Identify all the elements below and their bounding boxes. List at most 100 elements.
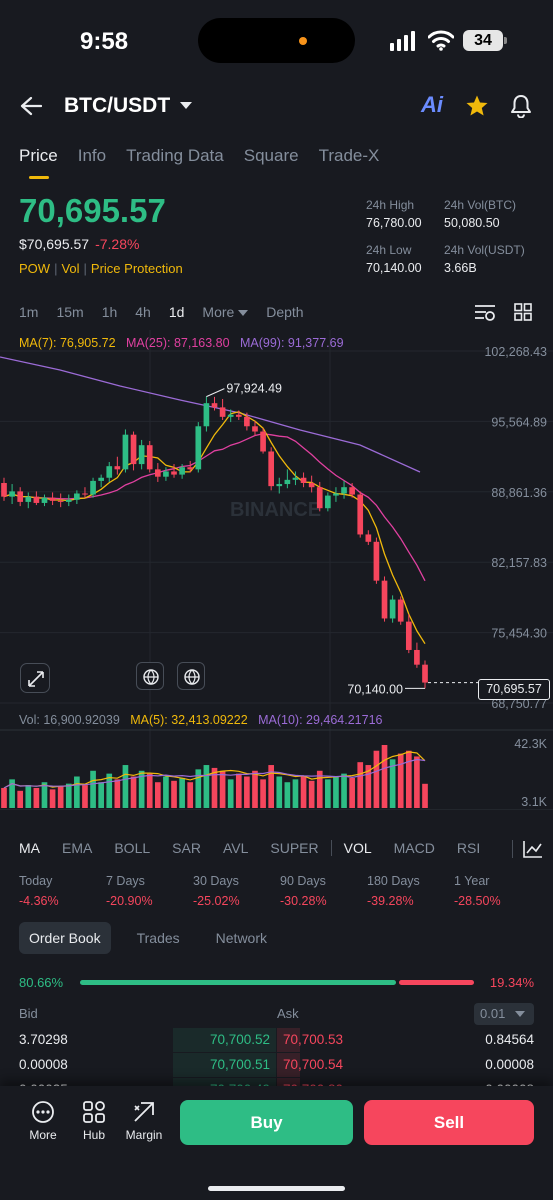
indicator-ema[interactable]: EMA bbox=[62, 840, 93, 856]
candle-body bbox=[244, 416, 250, 427]
volume-bar bbox=[130, 776, 137, 808]
candle-body bbox=[284, 479, 291, 485]
stat-vol-btc: 50,080.50 bbox=[444, 216, 500, 230]
stat-vol-usdt-label: 24h Vol(USDT) bbox=[444, 243, 525, 257]
candle-body bbox=[268, 451, 275, 487]
fullscreen-button[interactable] bbox=[20, 663, 50, 693]
ask-depth-bar bbox=[277, 1053, 300, 1077]
candle-body bbox=[33, 496, 40, 503]
indicator-super[interactable]: SUPER bbox=[270, 840, 319, 856]
order-book-row[interactable]: 0.00008 70,700.51 70,700.54 0.00008 bbox=[0, 1053, 553, 1077]
volume-bar bbox=[65, 783, 72, 808]
buy-button[interactable]: Buy bbox=[180, 1100, 353, 1145]
last-price-tag: 70,695.57 bbox=[478, 679, 550, 700]
volume-bar bbox=[25, 785, 32, 808]
precision-select[interactable]: 0.01 bbox=[474, 1003, 534, 1025]
ma7-value: MA(7): 76,905.72 bbox=[19, 336, 116, 350]
perf-today-label: Today bbox=[19, 874, 53, 888]
candlestick-chart[interactable]: BINANCE 102,268.43 95,564.89 88,861.36 82,15… bbox=[0, 330, 553, 810]
ask-qty: 0.84564 bbox=[485, 1032, 534, 1047]
y-tick-label: 82,157.83 bbox=[491, 556, 547, 570]
candle-body bbox=[65, 499, 72, 502]
tab-trade-x[interactable]: Trade-X bbox=[318, 146, 380, 165]
stat-high-label: 24h High bbox=[366, 198, 415, 212]
ma99-line bbox=[0, 356, 421, 473]
precision-value: 0.01 bbox=[480, 1006, 506, 1021]
sell-button[interactable]: Sell bbox=[364, 1100, 534, 1145]
volume-bar bbox=[357, 762, 364, 808]
pair-selector[interactable]: BTC/USDT bbox=[64, 94, 193, 118]
candle-body bbox=[171, 471, 177, 475]
y-tick-label: 75,454.30 bbox=[491, 627, 547, 641]
order-book-row[interactable]: 3.70298 70,700.52 70,700.53 0.84564 bbox=[0, 1028, 553, 1052]
tag-price-protection[interactable]: Price Protection bbox=[90, 261, 183, 276]
interval-15m[interactable]: 15m bbox=[56, 304, 84, 320]
volume-bar bbox=[405, 750, 412, 808]
book-tabs: Order Book Trades Network bbox=[19, 922, 293, 954]
indicator-boll[interactable]: BOLL bbox=[114, 840, 151, 856]
indicator-ma[interactable]: MA bbox=[19, 840, 40, 856]
chevron-down-icon bbox=[514, 1011, 525, 1017]
indicator-macd[interactable]: MACD bbox=[393, 840, 435, 856]
nav-margin-label: Margin bbox=[125, 1128, 163, 1142]
indicator-sar[interactable]: SAR bbox=[172, 840, 201, 856]
candle-body bbox=[373, 541, 380, 581]
volume-bar bbox=[57, 786, 64, 808]
perf-180d-label: 180 Days bbox=[367, 874, 420, 888]
candle-body bbox=[260, 431, 266, 452]
tag-vol[interactable]: Vol bbox=[61, 261, 80, 276]
tab-trades[interactable]: Trades bbox=[136, 930, 180, 946]
volume-bar bbox=[9, 779, 15, 808]
volume-bar bbox=[333, 776, 339, 808]
tag-pow[interactable]: POW bbox=[19, 261, 51, 276]
back-arrow-icon[interactable] bbox=[20, 96, 42, 116]
chart-settings-icon[interactable] bbox=[474, 303, 496, 321]
signal-icon bbox=[390, 31, 415, 51]
indicator-avl[interactable]: AVL bbox=[222, 840, 249, 856]
volume-bar bbox=[268, 765, 275, 808]
bid-depth-bar bbox=[173, 1028, 276, 1052]
interval-1h[interactable]: 1h bbox=[101, 304, 118, 320]
candle-body bbox=[219, 407, 226, 417]
candle-body bbox=[25, 496, 32, 502]
candle-body bbox=[203, 403, 210, 427]
interval-4h[interactable]: 4h bbox=[135, 304, 151, 320]
nav-more[interactable]: More bbox=[20, 1100, 66, 1142]
indicator-vol[interactable]: VOL bbox=[330, 840, 372, 856]
candle-body bbox=[179, 467, 185, 475]
indicator-rsi[interactable]: RSI bbox=[456, 840, 481, 856]
interval-more[interactable]: More bbox=[202, 304, 249, 320]
tab-order-book[interactable]: Order Book bbox=[19, 922, 111, 954]
candle-body bbox=[397, 599, 404, 622]
tab-trading-data[interactable]: Trading Data bbox=[126, 146, 224, 165]
volume-ma5-line bbox=[3, 751, 426, 789]
battery-indicator: 34 bbox=[463, 30, 507, 51]
tab-price[interactable]: Price bbox=[19, 146, 58, 165]
tab-info[interactable]: Info bbox=[77, 146, 107, 165]
interval-1d[interactable]: 1d bbox=[168, 304, 185, 320]
home-indicator bbox=[208, 1186, 345, 1191]
bell-icon[interactable] bbox=[510, 94, 532, 118]
candle-body bbox=[106, 466, 113, 478]
grid-layout-icon[interactable] bbox=[514, 303, 532, 321]
bid-header: Bid bbox=[19, 1006, 38, 1021]
stat-vol-btc-label: 24h Vol(BTC) bbox=[444, 198, 517, 212]
interval-depth[interactable]: Depth bbox=[266, 304, 304, 320]
volume-bar bbox=[284, 782, 291, 808]
nav-margin[interactable]: Margin bbox=[121, 1100, 167, 1142]
indicator-chart-icon[interactable] bbox=[523, 840, 543, 858]
event-marker-1[interactable] bbox=[177, 662, 205, 690]
volume-bar bbox=[341, 773, 347, 808]
interval-1m[interactable]: 1m bbox=[19, 304, 39, 320]
perf-90d: -30.28% bbox=[280, 894, 327, 908]
event-marker-2[interactable] bbox=[136, 662, 164, 690]
tab-square[interactable]: Square bbox=[243, 146, 299, 165]
ai-icon[interactable]: Ai bbox=[421, 92, 443, 117]
nav-hub[interactable]: Hub bbox=[71, 1100, 117, 1142]
candle-body bbox=[146, 445, 153, 470]
tab-network[interactable]: Network bbox=[215, 930, 268, 946]
volume-bar bbox=[154, 782, 161, 808]
volume-bar bbox=[138, 770, 145, 808]
star-icon[interactable] bbox=[465, 94, 489, 118]
volume-bar bbox=[17, 790, 24, 808]
